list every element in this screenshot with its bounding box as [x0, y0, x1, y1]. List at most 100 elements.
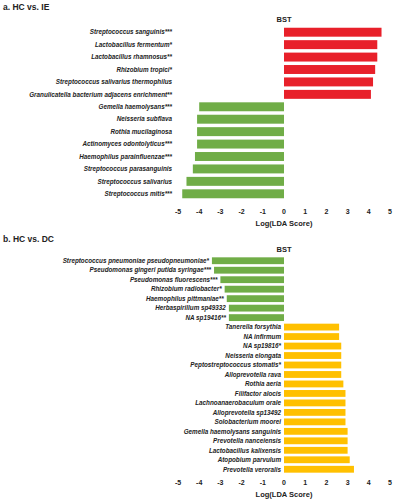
- tick-label: -3: [217, 479, 223, 486]
- bar: [284, 77, 373, 86]
- bar: [284, 466, 354, 473]
- category-label: Streptococcus sanguinis***: [90, 28, 173, 36]
- bar: [197, 127, 284, 136]
- x-axis: -5-4-3-2-1012345: [175, 208, 392, 215]
- bar: [284, 418, 345, 425]
- axis-label: Log(LDA Score): [256, 219, 313, 228]
- bar: [182, 189, 284, 198]
- tick-label: 4: [367, 479, 371, 486]
- category-label: Pseudomonas gingeri putida syringae***: [90, 266, 212, 274]
- category-label: Peptostreptococcus stomatis*: [190, 361, 281, 369]
- tick-label: -4: [196, 208, 202, 215]
- tick-label: 2: [324, 208, 328, 215]
- tick-label: 2: [324, 479, 328, 486]
- category-label: NA infirmum: [243, 333, 281, 340]
- category-label: Streptococcus parasanguinis: [84, 165, 173, 173]
- category-label: Streptococcus salivarius: [97, 178, 172, 186]
- bar: [284, 65, 375, 74]
- bar: [284, 409, 345, 416]
- bar: [284, 90, 371, 99]
- tick-label: 0: [282, 479, 286, 486]
- axis-label: Log(LDA Score): [256, 490, 313, 499]
- tick-label: 5: [388, 479, 392, 486]
- bar: [284, 324, 339, 331]
- category-labels: Streptococcus sanguinis*** Lactobacillus …: [29, 28, 172, 198]
- tick-label: 1: [303, 479, 307, 486]
- category-label: Lactobacillus kalixensis: [209, 447, 282, 454]
- bar: [227, 295, 284, 302]
- category-label: Rhizobium tropici*: [116, 66, 172, 74]
- tick-label: -1: [260, 479, 266, 486]
- category-label: Neisseria elongata: [225, 352, 281, 360]
- tick-label: 5: [388, 208, 392, 215]
- tick-label: -5: [175, 479, 181, 486]
- category-label: Haemophilus pittmaniae**: [146, 295, 224, 303]
- bar: [284, 333, 339, 340]
- tick-label: 0: [282, 208, 286, 215]
- category-label: Lachnoanaerobaculum orale: [195, 399, 281, 406]
- category-label: Tanerella forsythia: [225, 323, 281, 331]
- x-axis: -5-4-3-2-1012345: [175, 479, 392, 486]
- bar: [284, 53, 377, 62]
- bar: [229, 314, 284, 321]
- bar: [284, 390, 345, 397]
- bar: [284, 362, 341, 369]
- category-label: Solobacterium moorei: [215, 418, 282, 425]
- category-label: Haemophilus parainfluenzae***: [79, 153, 172, 161]
- tick-label: -4: [196, 479, 202, 486]
- category-label: Lactobacillus fermentum*: [95, 41, 173, 48]
- category-label: Alloprevotella rava: [224, 371, 282, 379]
- bars: [182, 28, 381, 199]
- bar: [284, 371, 341, 378]
- chart-title: a. HC vs. IE: [3, 2, 50, 12]
- category-label: Actinomyces odontolyticus***: [81, 140, 172, 148]
- panel: a. HC vs. IEBSTStreptococcus sanguinis**…: [3, 2, 392, 228]
- bar: [195, 152, 284, 161]
- bar: [284, 343, 341, 350]
- tick-label: -5: [175, 208, 181, 215]
- tick-label: -2: [238, 479, 244, 486]
- category-label: NA sp19416**: [186, 314, 227, 322]
- bar: [220, 276, 284, 283]
- category-label: Gemella haemolysans sanguinis: [184, 428, 282, 436]
- tick-label: 1: [303, 208, 307, 215]
- tick-label: -3: [217, 208, 223, 215]
- bar: [284, 352, 341, 359]
- bar: [284, 40, 377, 49]
- category-label: Gemella haemolysans***: [98, 103, 172, 111]
- annotation: BST: [277, 245, 292, 254]
- category-label: Prevotella nanceiensis: [213, 437, 281, 444]
- panel: b. HC vs. DC BST Streptococcus pneumoniae …: [3, 234, 392, 499]
- category-label: Prevotella veroralis: [223, 466, 282, 473]
- category-label: Rothia aeria: [245, 380, 282, 387]
- bar: [225, 286, 284, 293]
- category-label: NA sp19816*: [243, 342, 281, 350]
- category-label: Pseudomonas fluorescens***: [130, 276, 218, 283]
- category-label: Rothia mucilaginosa: [110, 128, 172, 136]
- category-label: Streptococcus mitis***: [104, 190, 172, 198]
- category-label: Filifactor alocis: [235, 390, 282, 397]
- bar: [197, 140, 284, 149]
- bar: [214, 267, 284, 274]
- bar: [284, 381, 343, 388]
- category-label: Alloprevotella sp13492: [212, 409, 282, 417]
- bar: [199, 102, 284, 111]
- bar: [284, 437, 348, 444]
- category-label: Streptococcus salivarius thermophilus: [56, 78, 173, 86]
- bar: [284, 456, 350, 463]
- bar: [284, 428, 348, 435]
- chart-title: b. HC vs. DC: [3, 234, 54, 244]
- category-label: Granulicatella bacterium adjacens enrich…: [29, 91, 172, 99]
- category-label: Neisseria subflava: [117, 115, 173, 122]
- category-labels: Streptococcus pneumoniae pseudopneumonia…: [63, 257, 282, 473]
- bar: [212, 257, 284, 264]
- category-label: Lactobacillus rhamnosus**: [91, 53, 172, 60]
- tick-label: -1: [260, 208, 266, 215]
- category-label: Streptococcus pneumoniae pseudopneumonia…: [63, 257, 210, 265]
- bar: [197, 115, 284, 124]
- tick-label: 3: [346, 208, 350, 215]
- bar: [284, 28, 382, 37]
- category-label: Rhizobium radiobacter*: [151, 285, 222, 292]
- bar: [284, 447, 348, 454]
- tick-label: -2: [238, 208, 244, 215]
